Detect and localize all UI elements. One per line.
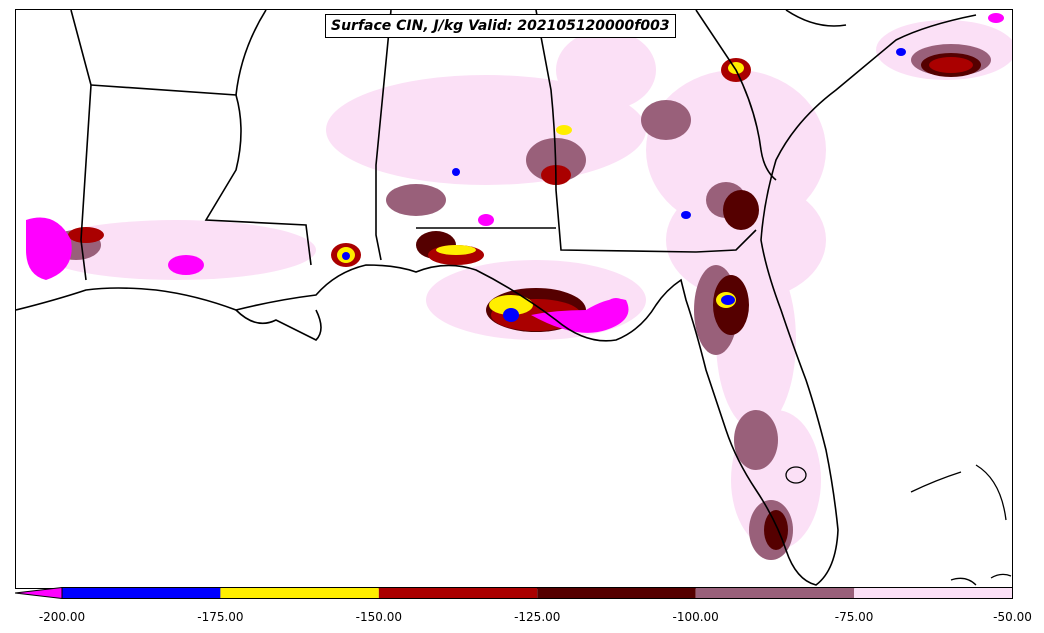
colorbar-tick-label: -75.00 bbox=[834, 610, 874, 624]
colorbar-bin-2 bbox=[378, 587, 538, 599]
cin-shading bbox=[26, 13, 1012, 560]
boundaries bbox=[16, 10, 977, 586]
colorbar-tick-label: -200.00 bbox=[38, 610, 86, 624]
colorbar-tick-label: -125.00 bbox=[514, 610, 561, 624]
colorbar-bin-4 bbox=[695, 587, 855, 599]
map-panel bbox=[15, 9, 1013, 589]
colorbar-bin-5 bbox=[854, 587, 1013, 599]
colorbar-bin-0 bbox=[62, 587, 221, 599]
cin-map bbox=[16, 10, 1012, 586]
map-title: Surface CIN, J/kg Valid: 202105120000f00… bbox=[325, 14, 676, 38]
colorbar-extend-triangle bbox=[15, 587, 63, 599]
colorbar-tick-label: -100.00 bbox=[672, 610, 719, 624]
islands bbox=[785, 464, 1012, 586]
colorbar-tick-label: -150.00 bbox=[355, 610, 402, 624]
colorbar-tick-label: -50.00 bbox=[993, 610, 1032, 624]
colorbar-bin-3 bbox=[537, 587, 696, 599]
colorbar bbox=[15, 587, 1013, 599]
colorbar-bin-1 bbox=[220, 587, 379, 599]
colorbar-outline bbox=[61, 587, 1013, 599]
colorbar-tick-label: -175.00 bbox=[197, 610, 244, 624]
colorbar-bins bbox=[15, 587, 1013, 599]
